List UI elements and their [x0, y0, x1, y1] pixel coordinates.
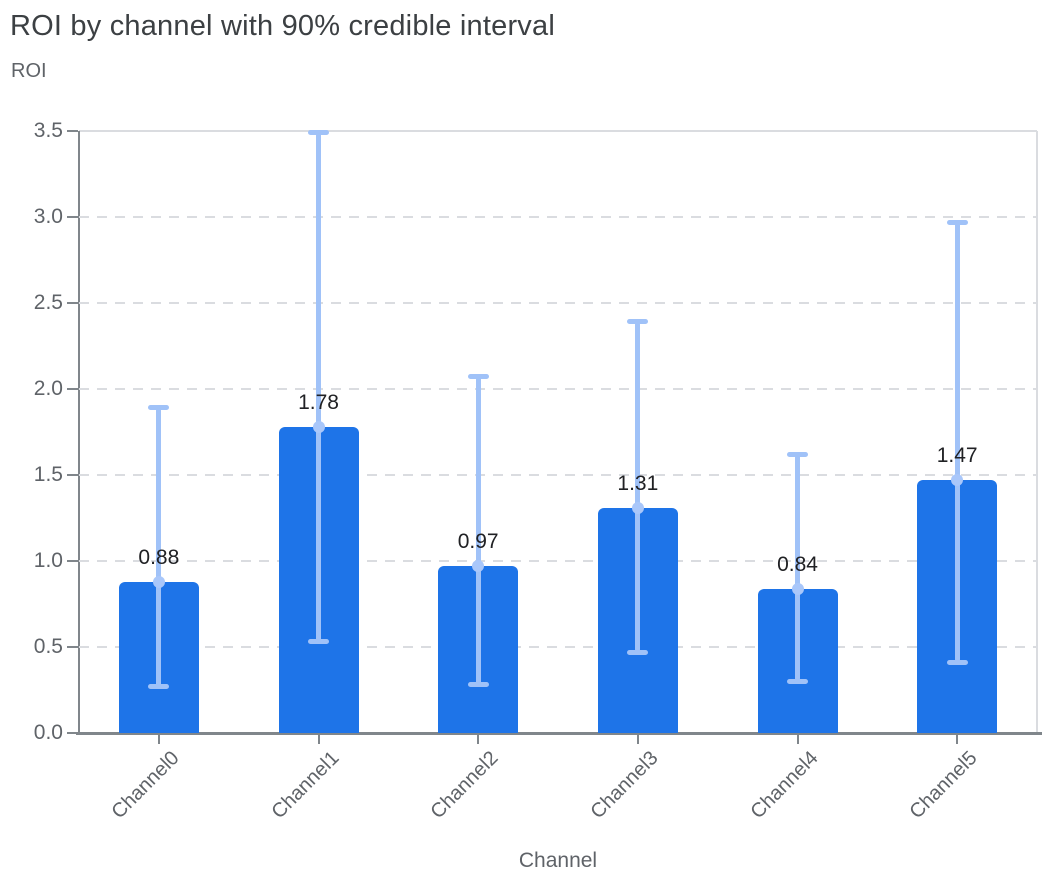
- error-bar-lower-cap: [467, 682, 489, 688]
- x-tick: [477, 735, 480, 744]
- x-tick-label-channel1: Channel1: [266, 747, 344, 824]
- error-bar: [156, 407, 162, 687]
- bar-value-label: 0.97: [457, 530, 499, 554]
- y-axis-line: [78, 131, 80, 733]
- bar-value-label: 1.78: [298, 390, 339, 414]
- error-bar-lower-cap: [946, 659, 968, 665]
- error-bar-mean-dot: [152, 575, 165, 588]
- error-bar-lower-cap: [627, 649, 649, 655]
- plot-area: 0.0 0.5 1.0 1.5 2.0 2.5 3.0 3.5 0.88 Channel0 1.78…: [34, 119, 1042, 823]
- error-bar-lower-cap: [148, 684, 170, 690]
- error-bar: [954, 222, 960, 663]
- x-tick-label-channel0: Channel0: [107, 747, 184, 824]
- error-bar-upper-cap: [308, 130, 329, 136]
- x-axis-title: Channel: [518, 849, 598, 872]
- bar-value-label: 0.84: [777, 552, 818, 576]
- plot-border-top: [79, 130, 1037, 132]
- y-tick-label: 0.0: [33, 721, 63, 744]
- gridline: [79, 474, 1037, 476]
- gridline: [79, 646, 1037, 648]
- x-tick: [636, 735, 639, 744]
- y-tick-label: 1.5: [33, 463, 63, 486]
- y-tick: [67, 302, 78, 304]
- error-bar: [475, 376, 481, 685]
- y-tick: [67, 560, 78, 562]
- plot-border-right: [1036, 131, 1038, 733]
- x-tick: [157, 735, 160, 744]
- y-tick: [67, 388, 78, 390]
- x-tick: [956, 735, 959, 744]
- x-tick-label-channel3: Channel3: [586, 747, 663, 824]
- y-tick: [67, 646, 78, 648]
- x-axis-line: [76, 732, 1042, 735]
- y-tick-label: 0.5: [33, 635, 63, 658]
- error-bar-upper-cap: [787, 451, 808, 457]
- error-bar-mean-dot: [312, 420, 325, 433]
- error-bar-lower-cap: [787, 678, 808, 684]
- error-bar-upper-cap: [148, 405, 170, 411]
- y-tick-label: 1.0: [33, 549, 63, 572]
- y-tick: [67, 732, 78, 734]
- error-bar-upper-cap: [946, 219, 968, 225]
- error-bar: [795, 454, 800, 682]
- chart-title: ROI by channel with 90% credible interva…: [10, 10, 555, 42]
- x-tick-label-channel5: Channel5: [905, 747, 982, 824]
- y-tick-label: 3.5: [33, 119, 63, 142]
- y-tick: [67, 474, 78, 476]
- y-tick-label: 2.0: [33, 377, 63, 400]
- x-tick: [796, 735, 799, 744]
- error-bar: [635, 321, 641, 653]
- y-tick: [67, 216, 78, 218]
- y-tick-label: 2.5: [33, 291, 63, 314]
- gridline: [79, 560, 1037, 562]
- error-bar-mean-dot: [631, 501, 644, 514]
- error-bar: [316, 132, 321, 642]
- x-tick-label-channel2: Channel2: [426, 747, 503, 824]
- error-bar-upper-cap: [627, 319, 649, 325]
- error-bar-mean-dot: [791, 582, 804, 595]
- y-axis-title: ROI: [11, 60, 47, 82]
- bar-value-label: 1.47: [936, 444, 978, 468]
- y-tick: [67, 130, 78, 132]
- bar-value-label: 1.31: [617, 471, 659, 495]
- x-tick-label-channel4: Channel4: [745, 747, 823, 824]
- error-bar-mean-dot: [951, 474, 964, 487]
- y-tick-label: 3.0: [33, 205, 63, 228]
- error-bar-mean-dot: [472, 560, 485, 573]
- error-bar-upper-cap: [467, 374, 489, 380]
- x-tick: [317, 735, 320, 744]
- gridline: [79, 216, 1037, 218]
- bar-value-label: 0.88: [138, 545, 180, 569]
- gridline: [79, 388, 1037, 390]
- gridline: [79, 302, 1037, 304]
- error-bar-lower-cap: [308, 639, 329, 645]
